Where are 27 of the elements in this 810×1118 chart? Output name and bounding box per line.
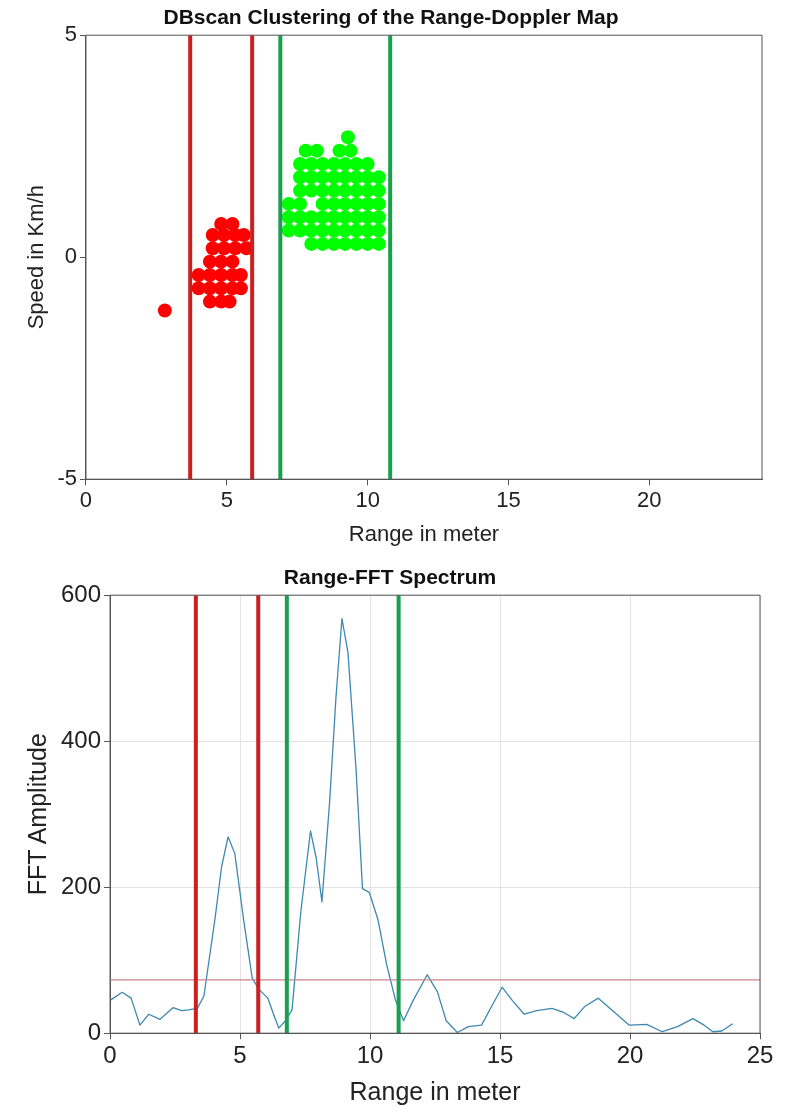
point — [214, 216, 229, 231]
x-tick-label: 5 — [220, 487, 233, 513]
chart-title: Range-FFT Spectrum — [283, 565, 497, 589]
chart-title: DBscan Clustering of the Range-Doppler Map — [163, 5, 619, 29]
y-tick-label: 400 — [61, 725, 102, 753]
y-axis-title: Speed in Km/h — [23, 185, 49, 330]
y-tick-label: 0 — [64, 243, 77, 269]
x-tick-label: 20 — [637, 487, 662, 513]
x-tick-label: 5 — [233, 1041, 247, 1069]
x-axis-title: Range in meter — [348, 520, 500, 546]
point — [157, 303, 172, 318]
y-tick-label: 200 — [61, 871, 102, 899]
x-tick-label: 10 — [355, 487, 380, 513]
y-tick-label: 0 — [87, 1017, 102, 1045]
x-tick-label: 10 — [356, 1041, 384, 1069]
point — [225, 254, 240, 269]
y-tick-label: -5 — [57, 465, 77, 491]
point — [214, 267, 229, 282]
x-tick-label: 15 — [486, 1041, 514, 1069]
y-tick-label: 600 — [61, 579, 102, 607]
x-tick-label: 15 — [496, 487, 521, 513]
x-axis-title: Range in meter — [349, 1076, 521, 1105]
y-tick-label: 5 — [64, 21, 77, 47]
point — [225, 216, 240, 231]
y-axis-title: FFT Amplitude — [22, 733, 51, 896]
x-tick-label: 25 — [746, 1041, 774, 1069]
x-tick-label: 20 — [616, 1041, 644, 1069]
